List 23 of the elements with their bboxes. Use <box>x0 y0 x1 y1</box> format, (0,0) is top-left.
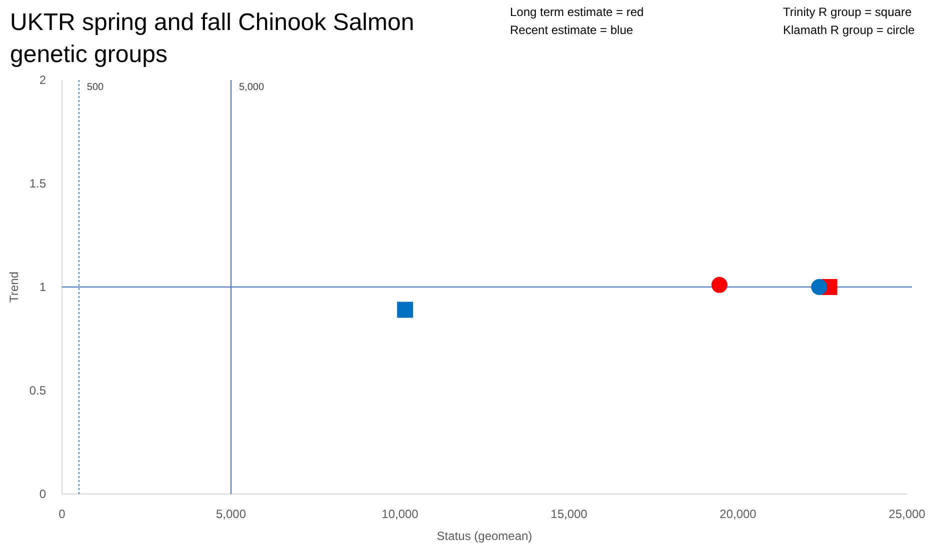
x-tick-label: 20,000 <box>720 507 757 521</box>
y-axis-title: Trend <box>7 272 21 302</box>
text: Klamath R group = circle <box>783 23 916 37</box>
ref-line-label: 500 <box>86 82 104 93</box>
point <box>811 279 828 295</box>
chart-title: UKTR spring and fall Chinook Salmon genetic groups <box>10 9 414 68</box>
x-tick-label: 10,000 <box>382 507 419 521</box>
text: Recent estimate = blue <box>510 23 634 37</box>
ref-line-label: 5,000 <box>239 82 264 93</box>
x-axis-title: Status (geomean) <box>436 529 532 543</box>
x-tick-label: 0 <box>58 507 66 521</box>
text: Trinity R group = square <box>783 5 912 19</box>
x-tick-label: 15,000 <box>550 507 588 521</box>
x-tick-label: 25,000 <box>888 507 926 521</box>
x-tick-label: 5,000 <box>216 507 246 521</box>
y-tick-label: 2 <box>39 73 46 88</box>
y-tick-label: 1 <box>39 280 46 294</box>
point <box>397 302 414 318</box>
y-tick-label: 0 <box>39 487 46 502</box>
y-tick-label: 0.5 <box>29 384 46 398</box>
y-tick-label: 1.5 <box>29 176 46 191</box>
text: Long term estimate = red <box>510 5 644 19</box>
point <box>711 276 728 293</box>
